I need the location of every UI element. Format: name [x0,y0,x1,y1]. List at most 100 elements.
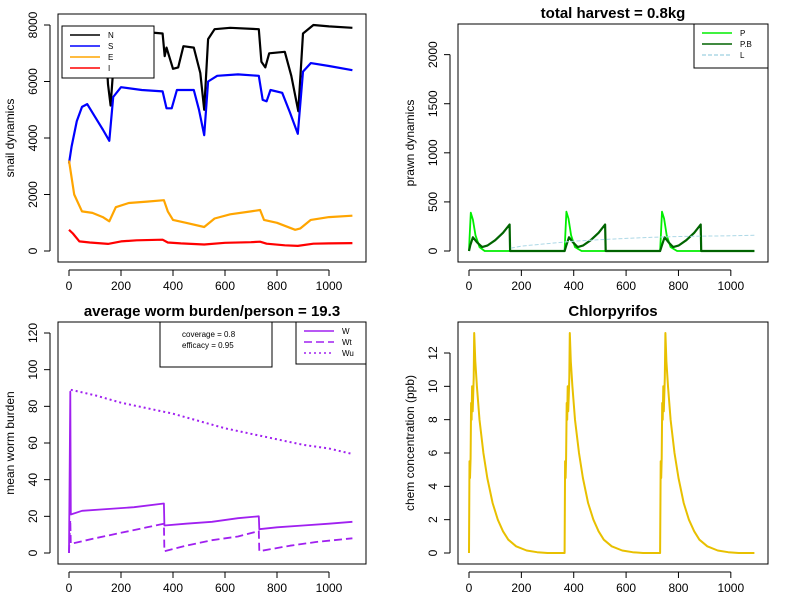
y-axis-label: snail dynamics [3,99,17,178]
x-tick-label: 800 [668,279,688,293]
series-line-s [67,61,353,164]
x-tick-label: 600 [616,581,636,595]
y-axis: 0 2000 4000 6000 8000 [26,11,51,254]
series-line-wu [70,388,353,455]
panel-prawn-dynamics: 0 200 400 600 800 1000 0 500 1000 1500 2000 prawn d… [403,5,769,293]
y-tick-label: 12 [426,346,440,360]
legend-label: L [740,51,745,60]
y-tick-label: 6 [426,449,440,456]
y-tick-label: 60 [26,436,40,450]
plot-frame [57,13,367,263]
series-group [468,332,755,554]
chart-title: average worm burden/person = 19.3 [84,303,340,320]
x-tick-label: 800 [267,279,287,293]
legend-frame [295,321,367,365]
series-line-wt [68,519,353,554]
x-tick-label: 1000 [717,279,744,293]
annotation-line: coverage = 0.8 [182,330,236,339]
annotation-box: coverage = 0.8 efficacy = 0.95 [159,321,273,368]
series-group [68,388,353,554]
x-axis: 0 200 400 600 800 1000 [466,571,744,595]
y-tick-label: 2 [426,516,440,523]
x-tick-label: 0 [466,279,473,293]
panel-chlorpyrifos: 0 200 400 600 800 1000 0 2 4 6 8 10 12 chem concentra… [403,303,769,595]
legend: P P.B L [693,23,769,69]
x-tick-label: 200 [111,279,131,293]
x-tick-label: 200 [111,581,131,595]
y-tick-label: 2000 [26,181,40,208]
y-tick-label: 0 [426,247,440,254]
series-line-l [510,234,755,249]
y-axis-label: chem concentration (ppb) [403,375,417,511]
x-tick-label: 400 [163,279,183,293]
legend-label: P.B [740,40,752,49]
x-tick-label: 800 [267,581,287,595]
y-axis: 0 20 40 60 80 100 120 [26,323,51,556]
x-tick-label: 600 [215,581,235,595]
panel-snail-dynamics: 0 200 400 600 800 1000 0 2000 4000 6000 8000 snail … [3,11,367,293]
x-axis: 0 200 400 600 800 1000 [66,269,343,293]
legend-label: W [342,327,350,336]
chart-title: total harvest = 0.8kg [541,5,686,22]
y-tick-label: 2000 [426,41,440,68]
legend-label: I [108,64,110,73]
y-tick-label: 6000 [26,68,40,95]
series-group [467,210,755,253]
x-tick-label: 1000 [316,279,343,293]
x-tick-label: 400 [564,581,584,595]
y-tick-label: 4000 [26,124,40,151]
series-line-e [67,160,353,231]
x-tick-label: 200 [511,581,531,595]
plot-frame [457,23,769,263]
legend-frame [693,23,769,69]
x-tick-label: 400 [163,581,183,595]
series-line-i [68,229,353,247]
y-tick-label: 0 [26,549,40,556]
y-tick-label: 100 [26,359,40,379]
plot-frame [457,321,769,565]
y-tick-label: 120 [26,323,40,343]
y-axis-label: mean worm burden [3,391,17,494]
series-line-p-b [467,223,755,253]
y-tick-label: 500 [426,192,440,212]
x-tick-label: 200 [511,279,531,293]
x-axis: 0 200 400 600 800 1000 [466,269,744,293]
y-tick-label: 0 [426,549,440,556]
y-tick-label: 4 [426,483,440,490]
y-tick-label: 1000 [426,139,440,166]
y-tick-label: 1500 [426,90,440,117]
x-tick-label: 1000 [316,581,343,595]
legend: W Wt Wu [295,321,367,365]
y-tick-label: 0 [26,247,40,254]
y-axis: 0 500 1000 1500 2000 [426,41,451,254]
x-tick-label: 0 [66,581,73,595]
y-tick-label: 80 [26,399,40,413]
x-tick-label: 600 [215,279,235,293]
y-tick-label: 20 [26,509,40,523]
panel-worm-burden: 0 200 400 600 800 1000 0 20 40 60 80 100 120 mean wor… [3,303,367,595]
legend-label: S [108,42,113,51]
series-line-chlorpyrifos [468,332,755,554]
x-tick-label: 400 [564,279,584,293]
x-tick-label: 0 [466,581,473,595]
legend-label: N [108,31,114,40]
x-tick-label: 600 [616,279,636,293]
annotation-line: efficacy = 0.95 [182,341,234,350]
x-tick-label: 800 [668,581,688,595]
y-tick-label: 40 [26,473,40,487]
x-tick-label: 1000 [717,581,744,595]
y-axis: 0 2 4 6 8 10 12 [426,346,451,556]
annotation-frame [159,321,273,368]
x-tick-label: 0 [66,279,73,293]
y-tick-label: 8 [426,416,440,423]
y-tick-label: 8000 [26,11,40,38]
series-line-w [68,390,353,554]
y-axis-label: prawn dynamics [403,100,417,187]
legend-label: P [740,29,745,38]
legend-label: Wt [342,338,353,347]
legend-label: Wu [342,349,354,358]
chart-title: Chlorpyrifos [568,303,657,320]
